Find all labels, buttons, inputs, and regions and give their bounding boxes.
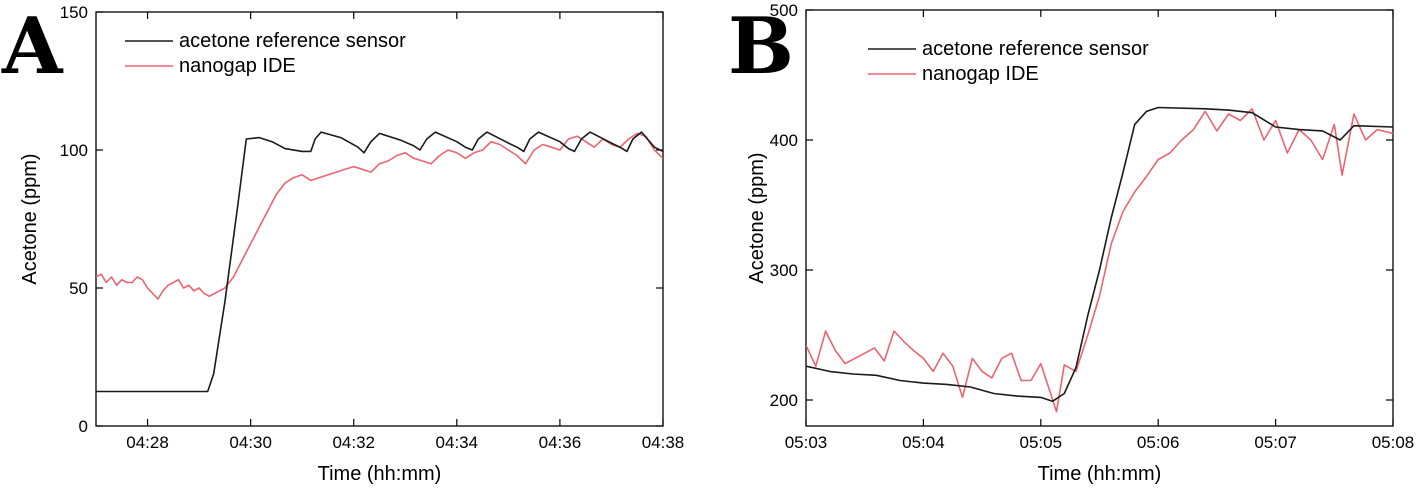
legend-label-nanogap: nanogap IDE <box>922 63 1039 85</box>
y-tick-label: 300 <box>770 261 798 280</box>
x-tick-label: 04:30 <box>229 433 272 452</box>
y-tick-label: 50 <box>69 279 88 298</box>
legend-label-reference: acetone reference sensor <box>922 38 1149 60</box>
legend-label-nanogap: nanogap IDE <box>179 55 296 77</box>
x-tick-label: 04:34 <box>436 433 479 452</box>
y-axis-title: Acetone (ppm) <box>19 153 41 284</box>
x-tick-label: 05:06 <box>1137 433 1180 452</box>
chart-panel-a: A 0 50 100 150 04:28 04:30 04:32 04:34 04:36 04:38… <box>1 1 684 485</box>
chart-panel-b: B 200 300 400 500 05:03 05:04 05:05 05:06 05:07 05… <box>728 1 1414 485</box>
panel-letter: A <box>1 1 64 92</box>
y-tick-label: 500 <box>770 1 798 20</box>
series-line-reference <box>96 131 663 393</box>
y-tick-label: 150 <box>60 3 88 22</box>
x-tick-label: 05:07 <box>1254 433 1297 452</box>
x-tick-label: 05:03 <box>785 433 828 452</box>
x-tick-label: 04:32 <box>332 433 375 452</box>
x-tick-label: 04:38 <box>642 433 685 452</box>
series-line-nanogap <box>806 108 1393 413</box>
legend-label-reference: acetone reference sensor <box>179 30 406 52</box>
y-tick-label: 200 <box>770 391 798 410</box>
plot-frame <box>805 9 1394 427</box>
series-line-nanogap <box>96 132 663 300</box>
x-tick-label: 05:04 <box>902 433 945 452</box>
x-axis-title: Time (hh:mm) <box>1038 463 1162 485</box>
y-tick-label: 0 <box>79 417 88 436</box>
y-tick-label: 100 <box>60 141 88 160</box>
x-axis-title: Time (hh:mm) <box>318 463 442 485</box>
x-tick-label: 05:05 <box>1020 433 1063 452</box>
series-line-reference <box>806 106 1393 403</box>
x-tick-label: 05:08 <box>1372 433 1415 452</box>
panel-letter: B <box>728 1 794 92</box>
x-tick-label: 04:36 <box>539 433 582 452</box>
y-tick-label: 400 <box>770 131 798 150</box>
x-tick-label: 04:28 <box>126 433 169 452</box>
y-axis-title: Acetone (ppm) <box>746 152 768 283</box>
plot-frame <box>95 11 664 427</box>
